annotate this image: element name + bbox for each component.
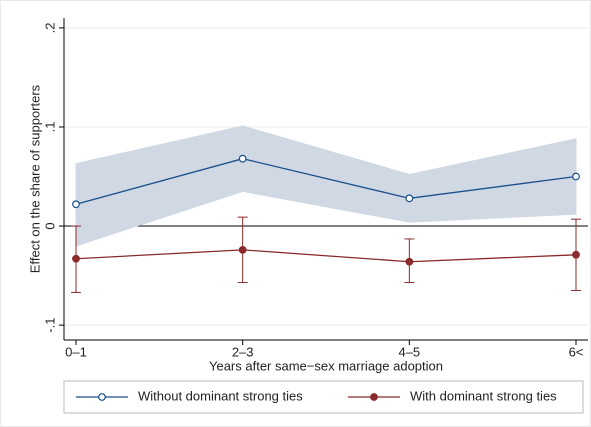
marker — [72, 254, 80, 263]
legend-marker — [370, 393, 378, 401]
legend-label: Without dominant strong ties — [138, 388, 303, 403]
marker — [405, 194, 414, 203]
marker — [238, 245, 247, 254]
marker — [572, 250, 580, 259]
x-tick-label: 4–5 — [398, 344, 420, 359]
x-tick-label: 0–1 — [65, 344, 87, 359]
series-line — [75, 249, 577, 263]
marker — [72, 200, 80, 209]
y-tick-label: .1 — [42, 122, 57, 133]
x-tick-label: 6< — [569, 344, 584, 359]
legend-label: With dominant strong ties — [410, 388, 557, 403]
marker — [238, 154, 247, 163]
y-tick-label: 0 — [42, 222, 57, 229]
x-tick-label: 2–3 — [232, 344, 254, 359]
marker — [572, 172, 580, 181]
y-tick-label: .2 — [42, 22, 57, 33]
confidence-band — [75, 125, 577, 247]
series-line — [75, 158, 577, 205]
legend-marker — [98, 393, 106, 401]
y-tick-label: -.1 — [42, 318, 57, 333]
marker — [405, 257, 414, 266]
legend-box — [63, 380, 584, 414]
x-axis-label: Years after same−sex marriage adoption — [209, 358, 443, 373]
y-axis-label: Effect on the share of supporters — [27, 84, 42, 273]
